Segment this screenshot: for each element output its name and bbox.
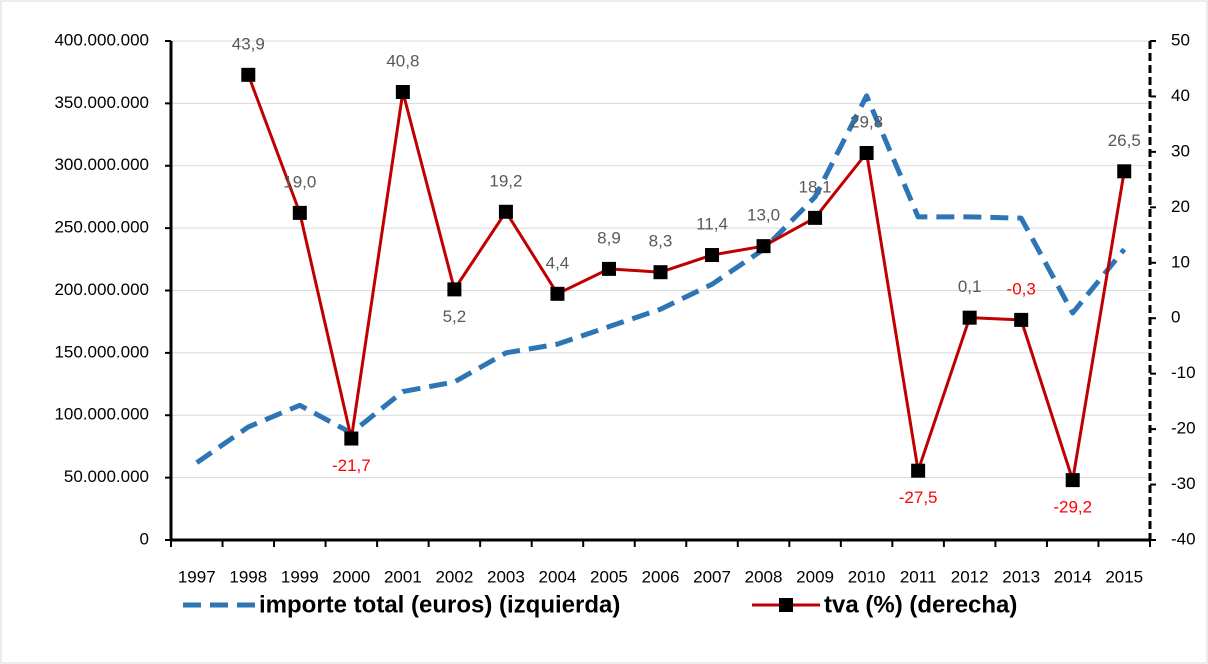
marker <box>447 282 462 297</box>
marker <box>1117 164 1132 179</box>
x-tick-label: 2009 <box>796 567 834 586</box>
y2-tick-label: 0 <box>1171 308 1180 327</box>
legend-label: tva (%) (derecha) <box>824 591 1017 618</box>
x-tick-label: 2013 <box>1002 567 1040 586</box>
legend-label: importe total (euros) (izquierda) <box>259 591 620 618</box>
marker <box>808 210 823 225</box>
x-tick-label: 2004 <box>539 567 577 586</box>
y2-tick-label: 50 <box>1171 30 1190 49</box>
x-tick-label: 1999 <box>281 567 319 586</box>
x-tick-label: 2008 <box>745 567 783 586</box>
y2-tick-label: 20 <box>1171 197 1190 216</box>
marker <box>705 248 720 263</box>
y-tick-label: 200.000.000 <box>54 280 149 299</box>
value-label: 4,4 <box>546 253 570 272</box>
y2-tick-label: -30 <box>1171 474 1196 493</box>
value-label: 29,8 <box>850 112 883 131</box>
y2-tick-label: -20 <box>1171 419 1196 438</box>
marker <box>962 310 977 325</box>
y2-tick-label: -40 <box>1171 529 1196 548</box>
x-tick-label: 2002 <box>435 567 473 586</box>
y-tick-label: 250.000.000 <box>54 218 149 237</box>
value-label: 26,5 <box>1108 131 1141 150</box>
value-label: -29,2 <box>1053 498 1092 517</box>
marker <box>550 286 565 301</box>
y-tick-label: 350.000.000 <box>54 93 149 112</box>
x-tick-label: 1997 <box>178 567 216 586</box>
value-label: 11,4 <box>696 214 728 233</box>
marker <box>344 431 359 446</box>
value-label: 18,1 <box>799 177 832 196</box>
y-tick-label: 400.000.000 <box>54 30 149 49</box>
x-tick-label: 2005 <box>590 567 628 586</box>
value-label: 43,9 <box>232 34 265 53</box>
value-label: 13,0 <box>747 206 780 225</box>
x-tick-label: 2010 <box>848 567 886 586</box>
value-label: -0,3 <box>1007 279 1036 298</box>
y-tick-label: 300.000.000 <box>54 155 149 174</box>
y-tick-label: 50.000.000 <box>64 467 149 486</box>
value-label: -21,7 <box>332 456 371 475</box>
y-tick-label: 0 <box>140 529 149 548</box>
x-tick-label: 2006 <box>642 567 680 586</box>
y2-tick-label: 40 <box>1171 86 1190 105</box>
value-label: -27,5 <box>899 488 938 507</box>
marker <box>653 265 668 280</box>
x-tick-label: 2003 <box>487 567 525 586</box>
legend-marker <box>779 598 793 612</box>
x-tick-label: 2015 <box>1105 567 1143 586</box>
marker <box>241 67 256 82</box>
series-line <box>246 74 1126 482</box>
marker <box>1014 312 1029 327</box>
x-tick-label: 2000 <box>332 567 370 586</box>
x-tick-label: 2001 <box>384 567 422 586</box>
value-label: 19,2 <box>489 171 522 190</box>
x-tick-label: 2014 <box>1054 567 1092 586</box>
marker <box>911 463 926 478</box>
marker <box>498 204 513 219</box>
y2-tick-label: -10 <box>1171 363 1196 382</box>
y-tick-label: 100.000.000 <box>54 405 149 424</box>
value-label: 19,0 <box>283 172 316 191</box>
y2-tick-label: 10 <box>1171 252 1190 271</box>
value-label: 8,3 <box>649 232 673 251</box>
y2-tick-label: 30 <box>1171 141 1190 160</box>
x-tick-label: 2012 <box>951 567 989 586</box>
value-label: 5,2 <box>443 307 467 326</box>
marker <box>601 261 616 276</box>
x-tick-label: 2007 <box>693 567 731 586</box>
marker <box>395 85 410 100</box>
x-tick-label: 2011 <box>900 567 937 586</box>
x-tick-label: 1998 <box>229 567 267 586</box>
value-label: 8,9 <box>597 228 621 247</box>
value-label: 0,1 <box>958 277 982 296</box>
y-tick-label: 150.000.000 <box>54 342 149 361</box>
value-label: 40,8 <box>386 51 419 70</box>
marker <box>859 145 874 160</box>
marker <box>756 239 771 254</box>
marker <box>292 205 307 220</box>
marker <box>1065 473 1080 488</box>
